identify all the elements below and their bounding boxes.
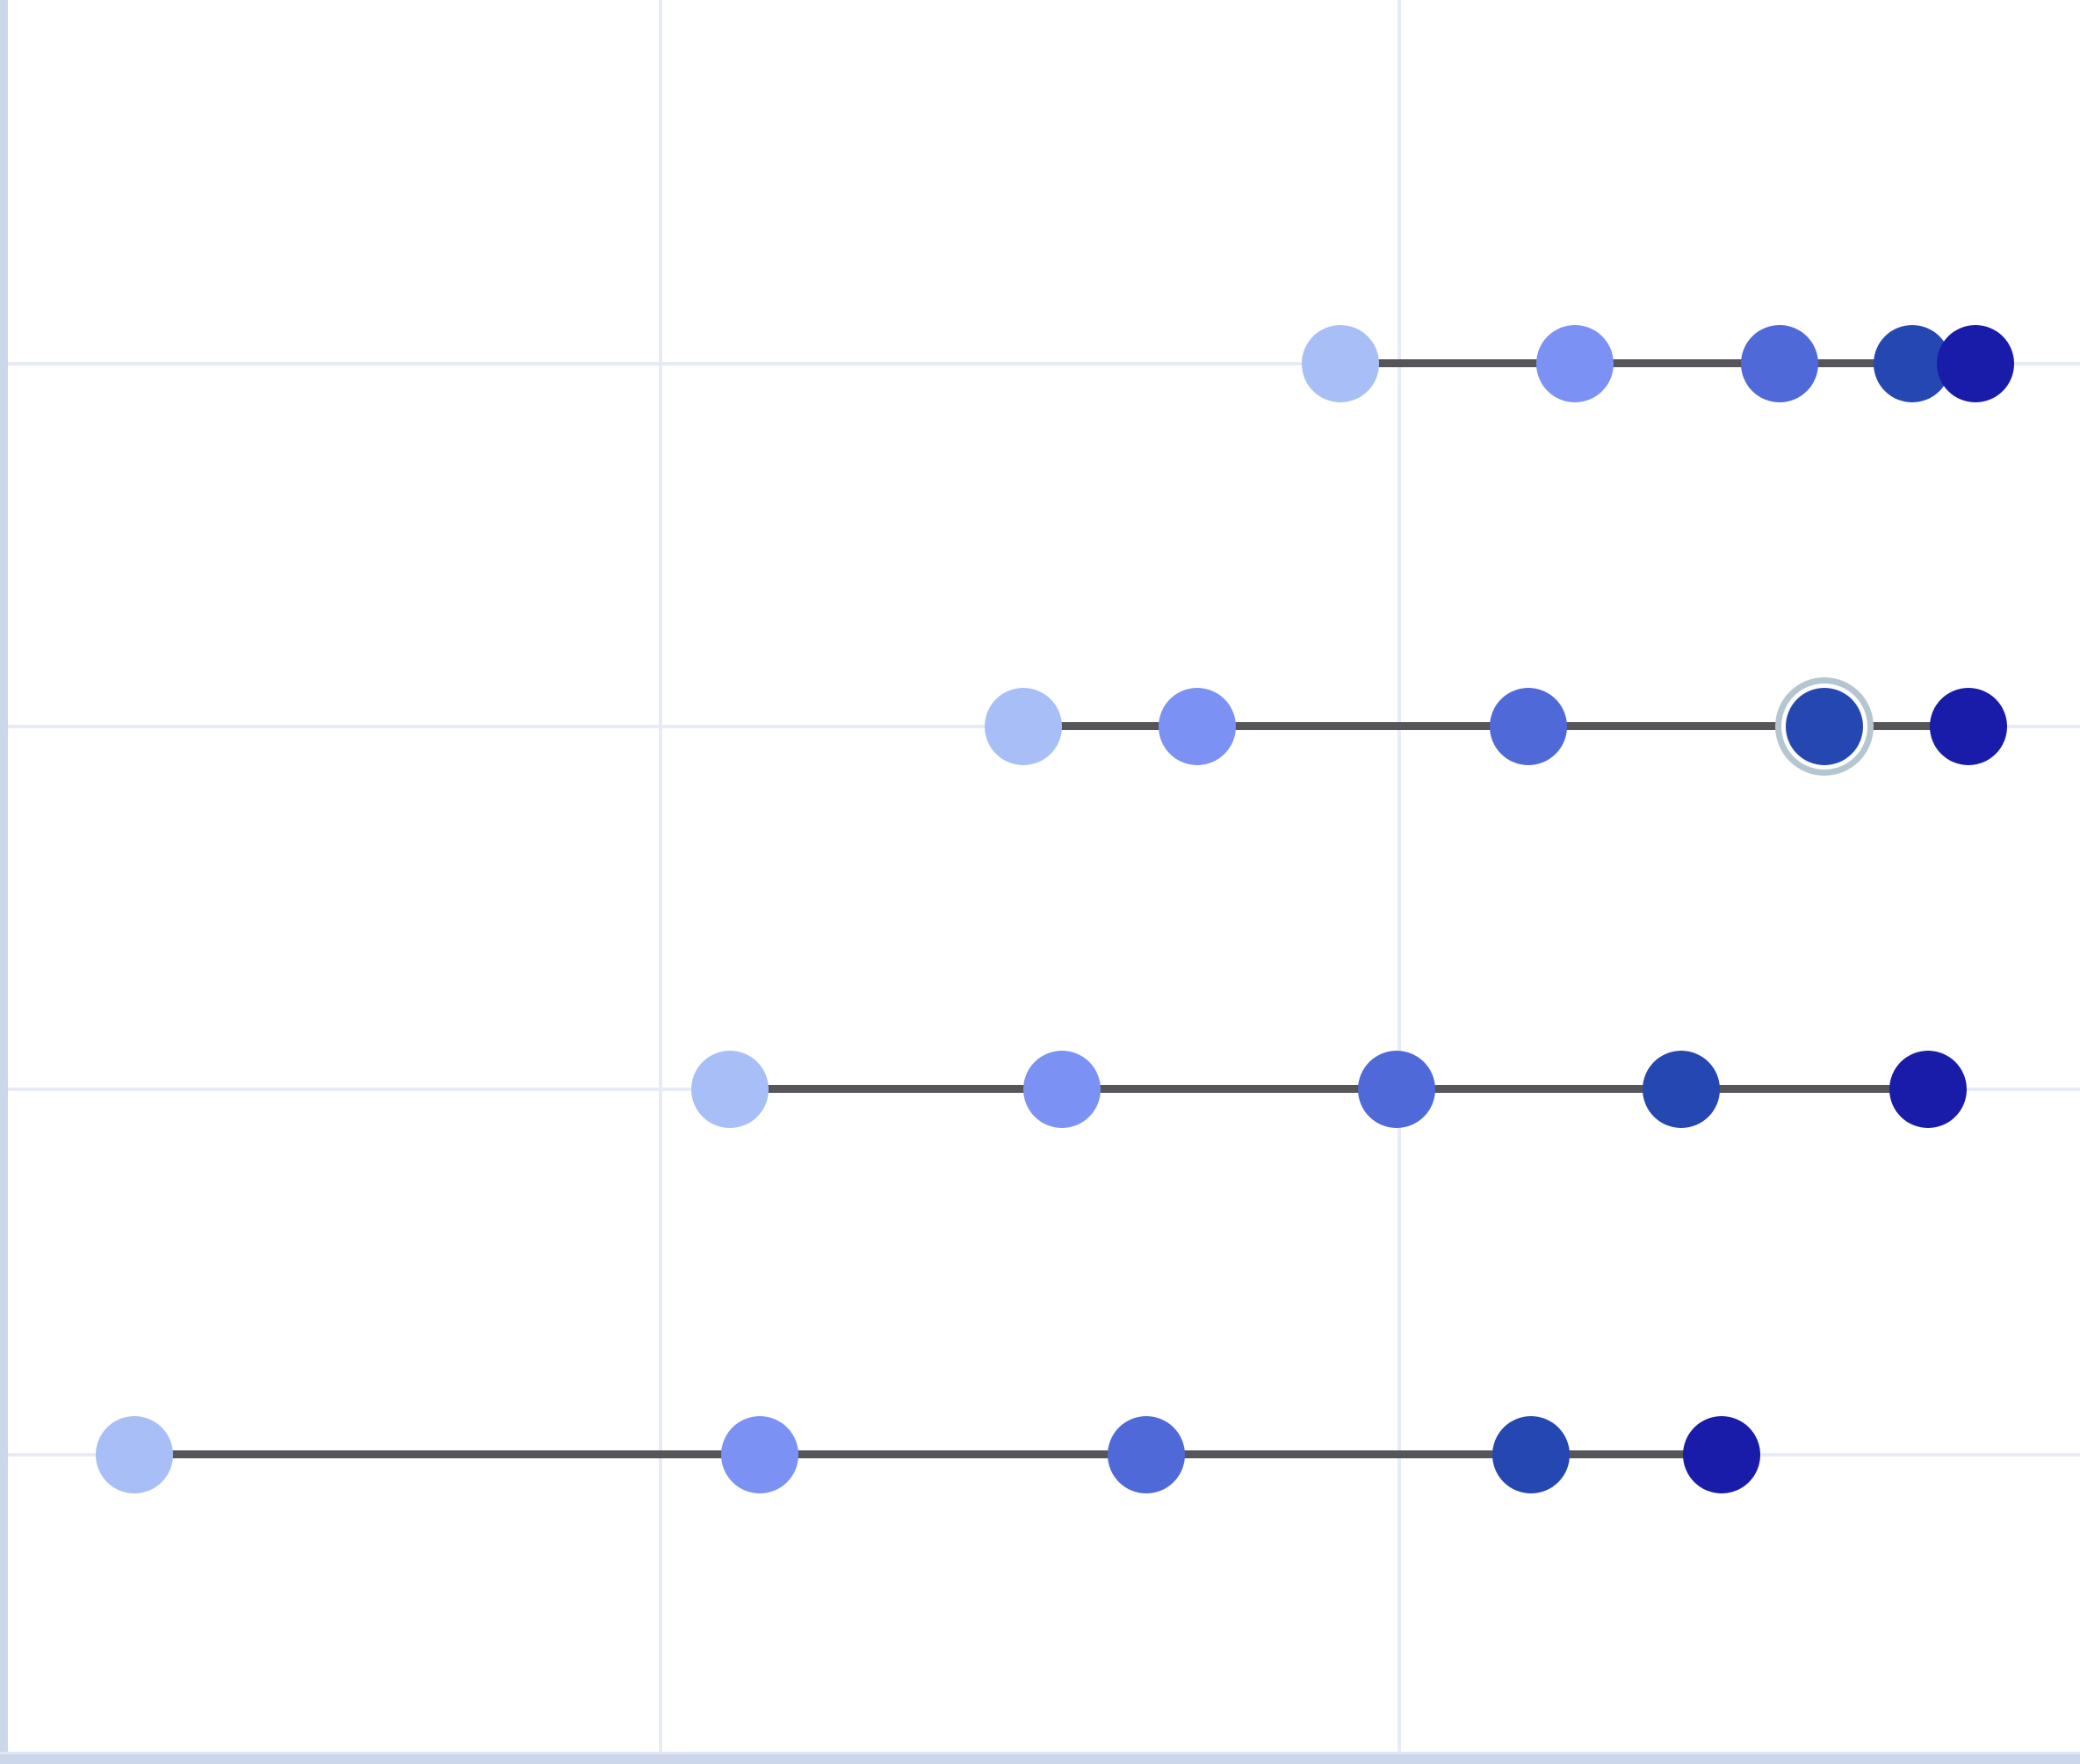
connector-line xyxy=(1340,359,1975,367)
horizontal-gridline xyxy=(0,362,2080,365)
data-point[interactable] xyxy=(96,1416,173,1493)
left-frame-border xyxy=(0,0,8,1764)
data-point[interactable] xyxy=(1536,325,1614,402)
data-point[interactable] xyxy=(1302,325,1379,402)
vertical-gridline xyxy=(1398,0,1401,1764)
data-point[interactable] xyxy=(1741,325,1818,402)
data-point[interactable] xyxy=(1930,688,2007,765)
data-point[interactable] xyxy=(1108,1416,1185,1493)
connector-line xyxy=(134,1450,1722,1458)
data-point[interactable] xyxy=(1492,1416,1570,1493)
data-point[interactable] xyxy=(985,688,1062,765)
connector-line xyxy=(730,1085,1928,1093)
data-point-highlighted[interactable] xyxy=(1786,688,1863,765)
bottom-frame-border xyxy=(0,1752,2080,1764)
data-point[interactable] xyxy=(1490,688,1567,765)
data-point[interactable] xyxy=(691,1051,769,1128)
data-point[interactable] xyxy=(721,1416,798,1493)
data-point[interactable] xyxy=(1643,1051,1720,1128)
vertical-gridline xyxy=(659,0,662,1764)
data-point[interactable] xyxy=(1358,1051,1435,1128)
data-point[interactable] xyxy=(1023,1051,1101,1128)
data-point[interactable] xyxy=(1937,325,2014,402)
data-point[interactable] xyxy=(1889,1051,1967,1128)
data-point[interactable] xyxy=(1683,1416,1760,1493)
data-point[interactable] xyxy=(1159,688,1236,765)
